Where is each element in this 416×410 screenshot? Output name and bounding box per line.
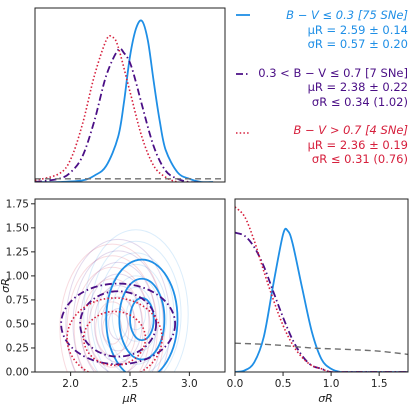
contour-purple-dashdot-1	[79, 290, 158, 358]
faint-contour-1-0	[102, 312, 123, 345]
ytick-label-5: 1.25	[6, 246, 29, 258]
bottom-right-series-purple-dashdot	[235, 231, 408, 372]
faint-contour-0-6	[83, 229, 189, 372]
ytick-label-6: 1.50	[6, 222, 29, 234]
legend-blue-line1: B − V ≤ 0.3 [75 SNe]	[286, 8, 408, 22]
faint-contour-2-6	[65, 238, 171, 372]
legend-entry-purple: 0.3 < B − V ≤ 0.7 [7 SNe] μR = 2.38 ± 0.…	[258, 66, 408, 110]
bottom-right-panel: 0.0 0.5 1.0 1.5 σR	[227, 198, 409, 405]
bottom-left-panel: 2.0 2.5 3.0 0.00 0.25 0.50 0.75 1.00 1.25 1.50 1.7…	[0, 198, 226, 405]
faint-contour-2-5	[72, 250, 164, 372]
contour-blue-solid-1	[118, 277, 166, 361]
ytick-label-1: 0.25	[6, 342, 29, 354]
legend-red-line2: μR = 2.36 ± 0.19	[307, 137, 408, 152]
top-left-series-blue-solid	[35, 19, 214, 182]
legend-purple-line2: μR = 2.38 ± 0.22	[307, 80, 408, 94]
legend-keys	[236, 14, 250, 134]
faint-contour-1-4	[73, 266, 151, 372]
faint-contour-0-5	[90, 240, 182, 372]
contour-red-dotted-0	[66, 297, 163, 372]
ytick-label-3: 0.75	[6, 294, 29, 306]
ytick-label-2: 0.50	[6, 318, 29, 330]
top-left-frame	[34, 7, 226, 183]
bottom-right-xtick-label-0: 0.0	[227, 378, 244, 390]
faint-contour-2-0	[108, 308, 129, 340]
legend-red-line3: σR ≤ 0.31 (0.76)	[311, 152, 408, 166]
bottom-right-series-blue-solid	[235, 227, 408, 372]
faint-contour-0-4	[97, 252, 175, 372]
bottom-left-ylabel: σR	[0, 278, 12, 293]
bottom-right-series-gray-dashed	[235, 342, 408, 356]
bottom-left-xtick-label-2: 3.0	[181, 378, 198, 390]
bottom-left-xlabel: μR	[122, 392, 138, 405]
faint-contour-1-2	[87, 289, 137, 368]
bottom-right-frame	[234, 198, 409, 373]
top-left-series-red-dotted	[35, 34, 190, 182]
bottom-left-xtick-label-1: 2.5	[122, 378, 139, 390]
bottom-right-xtick-label-1: 0.5	[275, 378, 292, 390]
faint-contour-1-5	[66, 255, 158, 372]
contour-purple-dashdot-0	[60, 282, 177, 366]
legend-blue-line3: σR = 0.57 ± 0.20	[307, 37, 408, 51]
legend-blue-line2: μR = 2.59 ± 0.14	[307, 22, 408, 37]
legend-entry-blue: B − V ≤ 0.3 [75 SNe] μR = 2.59 ± 0.14 σR…	[258, 8, 408, 52]
contour-red-dotted-1	[82, 310, 147, 367]
legend-purple-line3: σR ≤ 0.34 (1.02)	[311, 94, 408, 109]
legend-entry-red: B − V > 0.7 [4 SNe] μR = 2.36 ± 0.19 σR …	[258, 123, 408, 167]
faint-contour-2-1	[101, 296, 136, 352]
bottom-left-xtick-label-0: 2.0	[62, 378, 79, 390]
legend-purple-line1: 0.3 < B − V ≤ 0.7 [7 SNe]	[258, 65, 408, 80]
ytick-label-4: 1.00	[6, 270, 29, 282]
ytick-label-0: 0.00	[6, 367, 29, 379]
faint-contour-0-2	[111, 275, 161, 354]
legend-red-line1: B − V > 0.7 [4 SNe]	[293, 123, 408, 137]
bottom-right-xlabel: σR	[318, 392, 333, 405]
bottom-right-xtick-label-3: 1.5	[371, 378, 388, 390]
faint-contour-0-3	[104, 263, 168, 365]
contour-group	[59, 229, 189, 372]
legend: B − V ≤ 0.3 [75 SNe] μR = 2.59 ± 0.14 σR…	[258, 8, 408, 167]
bottom-right-xtick-label-2: 1.0	[323, 378, 340, 390]
ytick-label-7: 1.75	[6, 198, 29, 210]
contour-blue-solid-0	[105, 258, 179, 372]
top-left-series-purple-dashdot	[35, 47, 202, 182]
top-left-panel	[34, 7, 226, 183]
